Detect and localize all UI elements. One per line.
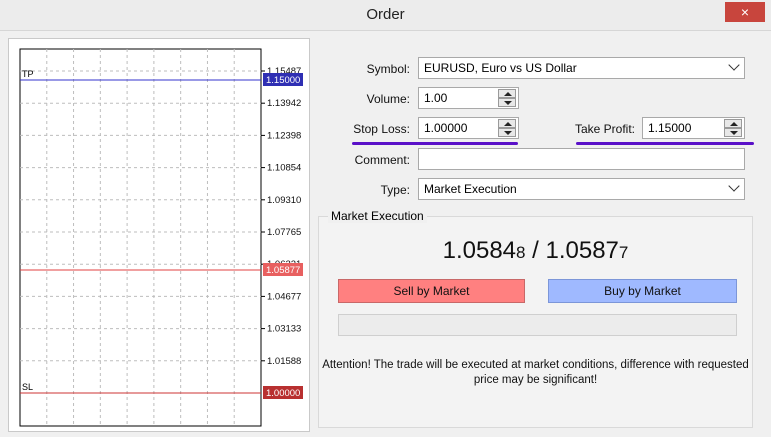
close-icon[interactable]: × xyxy=(725,2,765,22)
type-select[interactable]: Market Execution xyxy=(418,178,745,200)
y-tick-label: 1.07765 xyxy=(267,227,301,238)
y-tick-label: 1.12398 xyxy=(267,130,301,141)
volume-stepper[interactable] xyxy=(498,89,516,107)
quote-display: 1.05848 / 1.05877 xyxy=(318,237,753,265)
attention-line-2: price may be significant! xyxy=(473,374,598,386)
attention-message: Attention! The trade will be executed at… xyxy=(318,358,753,388)
tp-price-text: 1.15000 xyxy=(266,75,300,86)
comment-field[interactable] xyxy=(418,148,745,170)
y-tick-label: 1.15487 xyxy=(267,66,301,77)
comment-label: Comment: xyxy=(354,153,410,167)
take-profit-label: Take Profit: xyxy=(574,122,635,136)
price-separator: / xyxy=(525,237,546,264)
type-label: Type: xyxy=(380,183,410,197)
chevron-down-icon xyxy=(728,180,740,192)
volume-value: 1.00 xyxy=(424,91,448,105)
current-price-text: 1.05877 xyxy=(266,265,300,276)
group-title: Market Execution xyxy=(328,209,427,223)
symbol-select[interactable]: EURUSD, Euro vs US Dollar xyxy=(418,57,745,79)
stop-loss-highlight xyxy=(352,142,518,145)
chart-ticks: 1.15487 1.13942 1.12398 1.10854 1.09310 1.077… xyxy=(261,66,301,367)
take-profit-highlight xyxy=(576,142,754,145)
volume-down-button[interactable] xyxy=(498,98,516,107)
symbol-value: EURUSD, Euro vs US Dollar xyxy=(424,61,577,75)
arrow-down-icon xyxy=(730,131,738,135)
sl-price-text: 1.00000 xyxy=(266,388,300,399)
take-profit-field[interactable]: 1.15000 xyxy=(642,117,745,139)
arrow-up-icon xyxy=(730,122,738,126)
y-tick-label: 1.13942 xyxy=(267,98,301,109)
chart-grid xyxy=(20,49,261,426)
chevron-down-icon xyxy=(728,59,740,71)
take-profit-stepper[interactable] xyxy=(724,119,742,137)
arrow-up-icon xyxy=(504,122,512,126)
y-tick-label: 1.09310 xyxy=(267,195,301,206)
ask-price: 1.0587 xyxy=(545,237,619,264)
arrow-up-icon xyxy=(504,92,512,96)
stop-loss-value: 1.00000 xyxy=(424,121,468,135)
chart-svg: 1.15487 1.13942 1.12398 1.10854 1.09310 1.077… xyxy=(19,48,303,427)
y-tick-label: 1.01588 xyxy=(267,356,301,367)
plot-area xyxy=(19,48,262,427)
bid-price-small: 8 xyxy=(516,243,526,262)
attention-line-1: Attention! The trade will be executed at… xyxy=(322,359,749,371)
arrow-down-icon xyxy=(504,101,512,105)
take-profit-down-button[interactable] xyxy=(724,128,742,137)
sl-price-tag xyxy=(263,386,303,399)
sl-label: SL xyxy=(22,382,33,392)
current-price-tag xyxy=(263,263,303,276)
take-profit-up-button[interactable] xyxy=(724,119,742,128)
title-bar: Order × xyxy=(0,0,771,31)
y-tick-label: 1.10854 xyxy=(267,163,301,174)
y-tick-label: 1.03133 xyxy=(267,324,301,335)
symbol-label: Symbol: xyxy=(366,62,410,76)
stop-loss-field[interactable]: 1.00000 xyxy=(418,117,519,139)
execution-progress-bar xyxy=(338,314,737,336)
sell-by-market-button[interactable]: Sell by Market xyxy=(338,279,525,303)
arrow-down-icon xyxy=(504,131,512,135)
stop-loss-up-button[interactable] xyxy=(498,119,516,128)
stop-loss-down-button[interactable] xyxy=(498,128,516,137)
volume-up-button[interactable] xyxy=(498,89,516,98)
take-profit-value: 1.15000 xyxy=(648,121,692,135)
y-tick-label: 1.04677 xyxy=(267,291,301,302)
stop-loss-stepper[interactable] xyxy=(498,119,516,137)
volume-label: Volume: xyxy=(366,92,410,106)
stop-loss-label: Stop Loss: xyxy=(353,122,410,136)
ask-price-small: 7 xyxy=(618,243,629,262)
type-value: Market Execution xyxy=(424,182,517,196)
price-chart: 1.15487 1.13942 1.12398 1.10854 1.09310 1.077… xyxy=(8,38,310,432)
tp-label: TP xyxy=(22,69,34,79)
bid-price: 1.0584 xyxy=(442,237,517,264)
window-title: Order xyxy=(366,6,405,23)
tp-price-tag xyxy=(263,73,303,86)
volume-field[interactable]: 1.00 xyxy=(418,87,519,109)
buy-by-market-button[interactable]: Buy by Market xyxy=(548,279,737,303)
